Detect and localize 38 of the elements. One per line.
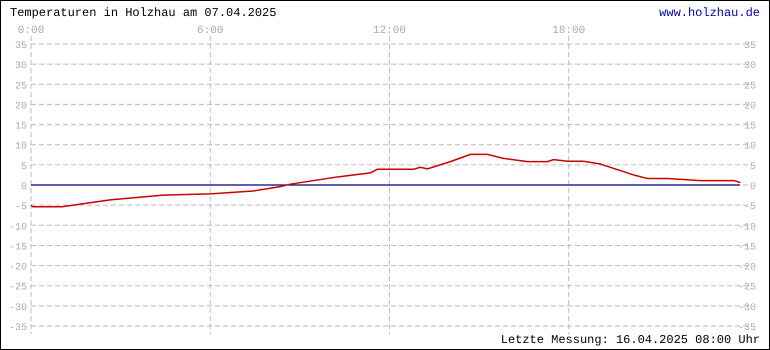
y2-tick-label: 35 <box>744 41 756 52</box>
x-tick-label: 18:00 <box>552 25 586 37</box>
x-tick-label: 6:00 <box>197 25 224 37</box>
y2-tick-label: 0 <box>750 182 756 193</box>
y-tick-label: 35 <box>14 41 27 52</box>
y-tick-label: -5 <box>14 202 27 214</box>
y-tick-label: 10 <box>14 142 27 153</box>
chart-title: Temperaturen in Holzhau am 07.04.2025 <box>10 6 276 20</box>
y-tick-label: -25 <box>8 282 27 294</box>
y2-tick-label: -30 <box>738 302 756 314</box>
y-tick-label: -20 <box>8 262 27 274</box>
y-tick-label: 15 <box>14 122 27 133</box>
text: www.holzhau.de <box>659 6 760 20</box>
y2-tick-label: -5 <box>744 202 756 214</box>
y-tick-label: 20 <box>14 101 27 112</box>
y-tick-label: 5 <box>20 162 27 173</box>
y2-tick-label: -35 <box>738 323 756 334</box>
y2-tick-label: 15 <box>744 122 756 133</box>
text: Letzte Messung: 16.04.2025 08:00 Uhr <box>500 333 760 347</box>
y2-tick-label: 20 <box>744 101 756 112</box>
y-tick-label: 0 <box>20 182 27 193</box>
y-tick-label: 25 <box>14 81 27 92</box>
y-tick-label: 30 <box>14 61 27 72</box>
y-tick-label: -15 <box>8 242 27 254</box>
y-tick-label: -10 <box>8 222 27 234</box>
y2-tick-label: -25 <box>738 282 756 294</box>
y2-tick-label: 5 <box>750 162 756 173</box>
y2-tick-label: -20 <box>738 262 756 274</box>
y-tick-label: -35 <box>8 323 27 334</box>
y2-tick-label: 10 <box>744 142 756 153</box>
x-tick-label: 12:00 <box>372 25 406 37</box>
y2-tick-label: -15 <box>738 242 756 254</box>
y-tick-label: -30 <box>8 302 27 314</box>
x-tick-label: 0:00 <box>18 25 44 37</box>
y2-tick-label: 30 <box>744 61 756 72</box>
y2-tick-label: -10 <box>738 222 756 234</box>
y2-tick-label: 25 <box>744 81 756 92</box>
line-series <box>30 154 742 208</box>
